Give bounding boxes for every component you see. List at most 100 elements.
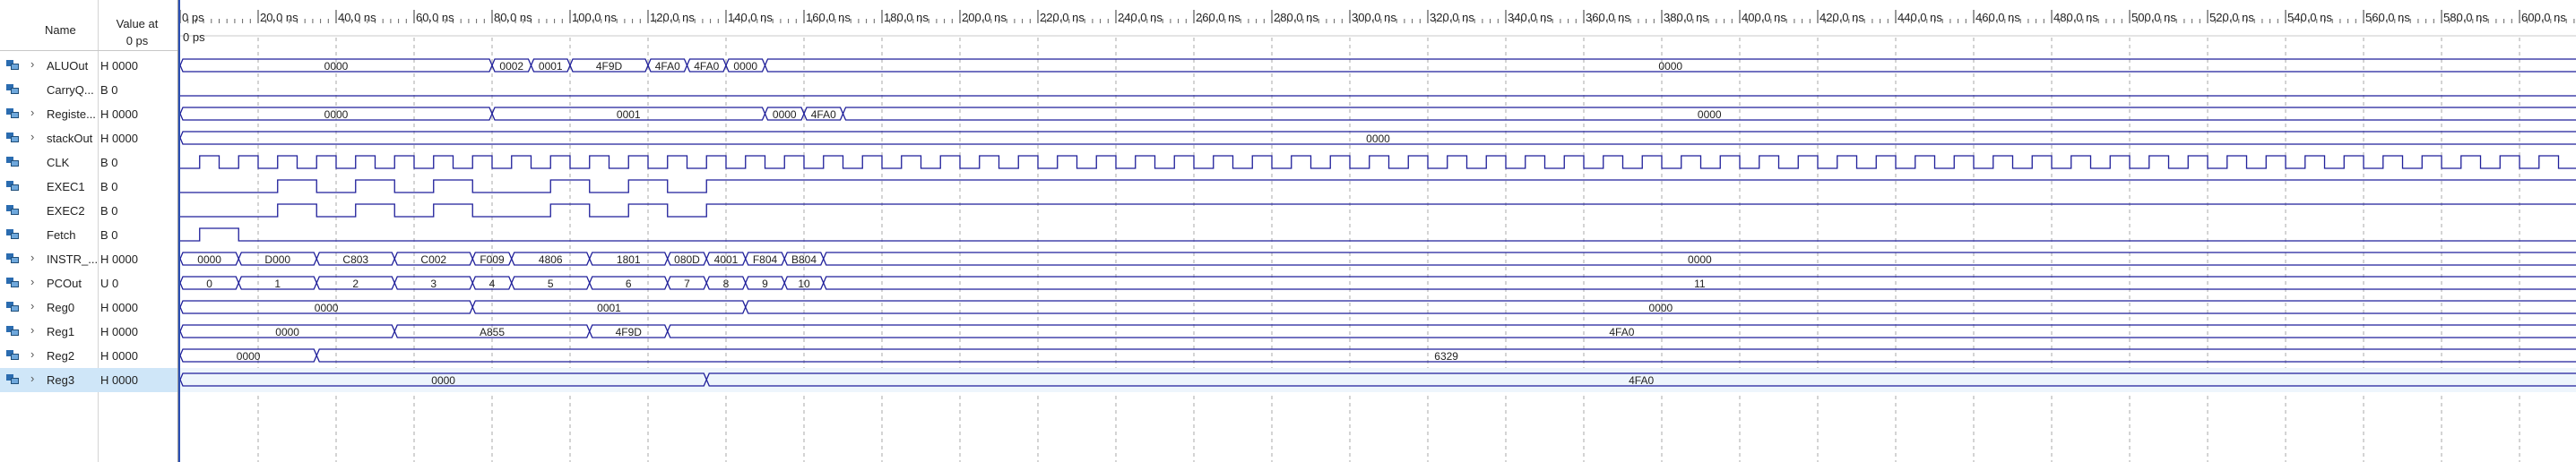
ruler-tick-label: 180.0 ns	[884, 11, 929, 24]
signal-row[interactable]: › PCOut U 0	[0, 271, 177, 295]
bus-waveform: 0 1 2 3 4 5 6 7 8 9 10 11	[180, 277, 2576, 290]
bus-segment-value: 0000	[1366, 133, 1390, 145]
bus-segment-value: 0000	[197, 253, 221, 266]
expand-chevron-icon[interactable]: ›	[30, 106, 34, 119]
signal-row[interactable]: CarryQ... B 0	[0, 78, 177, 102]
signal-row[interactable]: EXEC2 B 0	[0, 199, 177, 223]
bus-segment-value: 8	[723, 278, 730, 290]
signal-value: B 0	[100, 204, 118, 218]
bus-segment-value: 0000	[733, 60, 757, 73]
bus-segment-value: 1801	[617, 253, 641, 266]
bus-waveform: 0000 0002 0001 4F9D 4FA0 4FA0 0000 0000	[180, 59, 2576, 73]
selected-row-highlight	[178, 368, 2576, 392]
bus-waveform: 0000 0001 0000 4FA0 0000	[180, 107, 2576, 121]
bus-signal-icon	[6, 302, 20, 312]
signal-row[interactable]: › Reg3 H 0000	[0, 368, 177, 392]
waveform-canvas[interactable]: 0 ps 20.0 ns 40.0 ns 60.0 ns 80.0 ns 100.0 ns…	[178, 0, 2576, 462]
bus-segment-value: 1	[274, 278, 281, 290]
bus-segment-value: 4FA0	[811, 108, 836, 121]
expand-chevron-icon[interactable]: ›	[30, 57, 34, 71]
signal-row[interactable]: › Reg1 H 0000	[0, 320, 177, 344]
ruler-tick-label: 120.0 ns	[650, 11, 695, 24]
signal-name-panel: Name Value at 0 ps › ALUOut H 0000 CarryQ..…	[0, 0, 178, 462]
signal-value: H 0000	[100, 349, 138, 363]
bus-segment-value: A855	[480, 326, 505, 338]
ruler-tick-label: 400.0 ns	[1742, 11, 1786, 24]
ruler-tick-label: 140.0 ns	[728, 11, 773, 24]
bus-segment-value: 4FA0	[694, 60, 719, 73]
signal-row[interactable]: › INSTR_... H 0000	[0, 247, 177, 271]
ruler-tick-label: 60.0 ns	[416, 11, 454, 24]
bus-segment-value: 0000	[1698, 108, 1722, 121]
bus-segment-value: C803	[342, 253, 368, 266]
expand-chevron-icon[interactable]: ›	[30, 347, 34, 361]
bus-segment-value: 10	[798, 278, 810, 290]
bus-segment-value: 9	[762, 278, 768, 290]
bus-segment-value: 2	[352, 278, 359, 290]
signal-value: B 0	[100, 83, 118, 97]
bus-segment-value: 5	[548, 278, 554, 290]
ruler-tick-label: 280.0 ns	[1274, 11, 1318, 24]
expand-chevron-icon[interactable]: ›	[30, 372, 34, 385]
signal-row[interactable]: › Reg0 H 0000	[0, 295, 177, 320]
signal-row[interactable]: EXEC1 B 0	[0, 175, 177, 199]
signal-name: Reg0	[47, 301, 97, 314]
value-column-header[interactable]: Value at 0 ps	[110, 15, 164, 49]
bus-segment-value: 7	[684, 278, 690, 290]
expand-chevron-icon[interactable]: ›	[30, 251, 34, 264]
ruler-tick-label: 260.0 ns	[1196, 11, 1240, 24]
ruler-tick-label: 420.0 ns	[1820, 11, 1864, 24]
signal-row[interactable]: Fetch B 0	[0, 223, 177, 247]
ruler-tick-label: 20.0 ns	[260, 11, 298, 24]
signal-row[interactable]: › ALUOut H 0000	[0, 54, 177, 78]
bus-waveform: 0000 0001 0000	[180, 301, 2576, 314]
bus-segment-value: 0000	[237, 350, 261, 363]
bus-segment-value: 4FA0	[1629, 374, 1654, 387]
signal-name: CarryQ...	[47, 83, 97, 97]
bus-segment-value: 0001	[597, 302, 621, 314]
bus-segment-value: 0000	[324, 60, 349, 73]
bus-segment-value: 080D	[674, 253, 700, 266]
bus-signal-icon	[6, 60, 20, 71]
expand-chevron-icon[interactable]: ›	[30, 130, 34, 143]
bit-signal-icon	[6, 157, 20, 167]
ruler-tick-label: 200.0 ns	[962, 11, 1007, 24]
expand-chevron-icon[interactable]: ›	[30, 299, 34, 312]
bus-segment-value: 4F9D	[596, 60, 623, 73]
ruler-tick-label: 520.0 ns	[2209, 11, 2254, 24]
ruler-tick-label: 560.0 ns	[2365, 11, 2410, 24]
bus-segment-value: 0002	[499, 60, 523, 73]
signal-value: H 0000	[100, 132, 138, 145]
signal-name: stackOut	[47, 132, 97, 145]
signal-value: B 0	[100, 180, 118, 193]
name-column-header[interactable]: Name	[45, 23, 76, 37]
bus-segment-value: F009	[480, 253, 505, 266]
bus-signal-icon	[6, 278, 20, 288]
expand-chevron-icon[interactable]: ›	[30, 275, 34, 288]
signal-row[interactable]: › stackOut H 0000	[0, 126, 177, 150]
ruler-tick-label: 160.0 ns	[806, 11, 851, 24]
bus-segment-value: 4001	[714, 253, 739, 266]
ruler-tick-label: 460.0 ns	[1975, 11, 2020, 24]
ruler-tick-label: 380.0 ns	[1664, 11, 1708, 24]
bus-segment-value: 0000	[324, 108, 349, 121]
expand-chevron-icon[interactable]: ›	[30, 323, 34, 337]
clock-waveform	[180, 156, 2576, 168]
signal-name: EXEC1	[47, 180, 97, 193]
signal-row[interactable]: › Reg2 H 0000	[0, 344, 177, 368]
bus-segment-value: B804	[791, 253, 817, 266]
ruler-tick-label: 40.0 ns	[338, 11, 376, 24]
signal-row[interactable]: CLK B 0	[0, 150, 177, 175]
signal-value: U 0	[100, 277, 118, 290]
signal-name: CLK	[47, 156, 97, 169]
bus-segment-value: 0000	[275, 326, 299, 338]
panel-header: Name Value at 0 ps	[0, 0, 177, 51]
ruler-tick-label: 540.0 ns	[2287, 11, 2332, 24]
ruler-tick-label: 580.0 ns	[2443, 11, 2488, 24]
signal-row[interactable]: › Registe... H 0000	[0, 102, 177, 126]
time-cursor[interactable]	[178, 0, 180, 462]
signal-name: Reg3	[47, 373, 97, 387]
bus-segment-value: 4FA0	[1609, 326, 1634, 338]
bus-segment-value: 0000	[1649, 302, 1673, 314]
bus-signal-icon	[6, 350, 20, 361]
